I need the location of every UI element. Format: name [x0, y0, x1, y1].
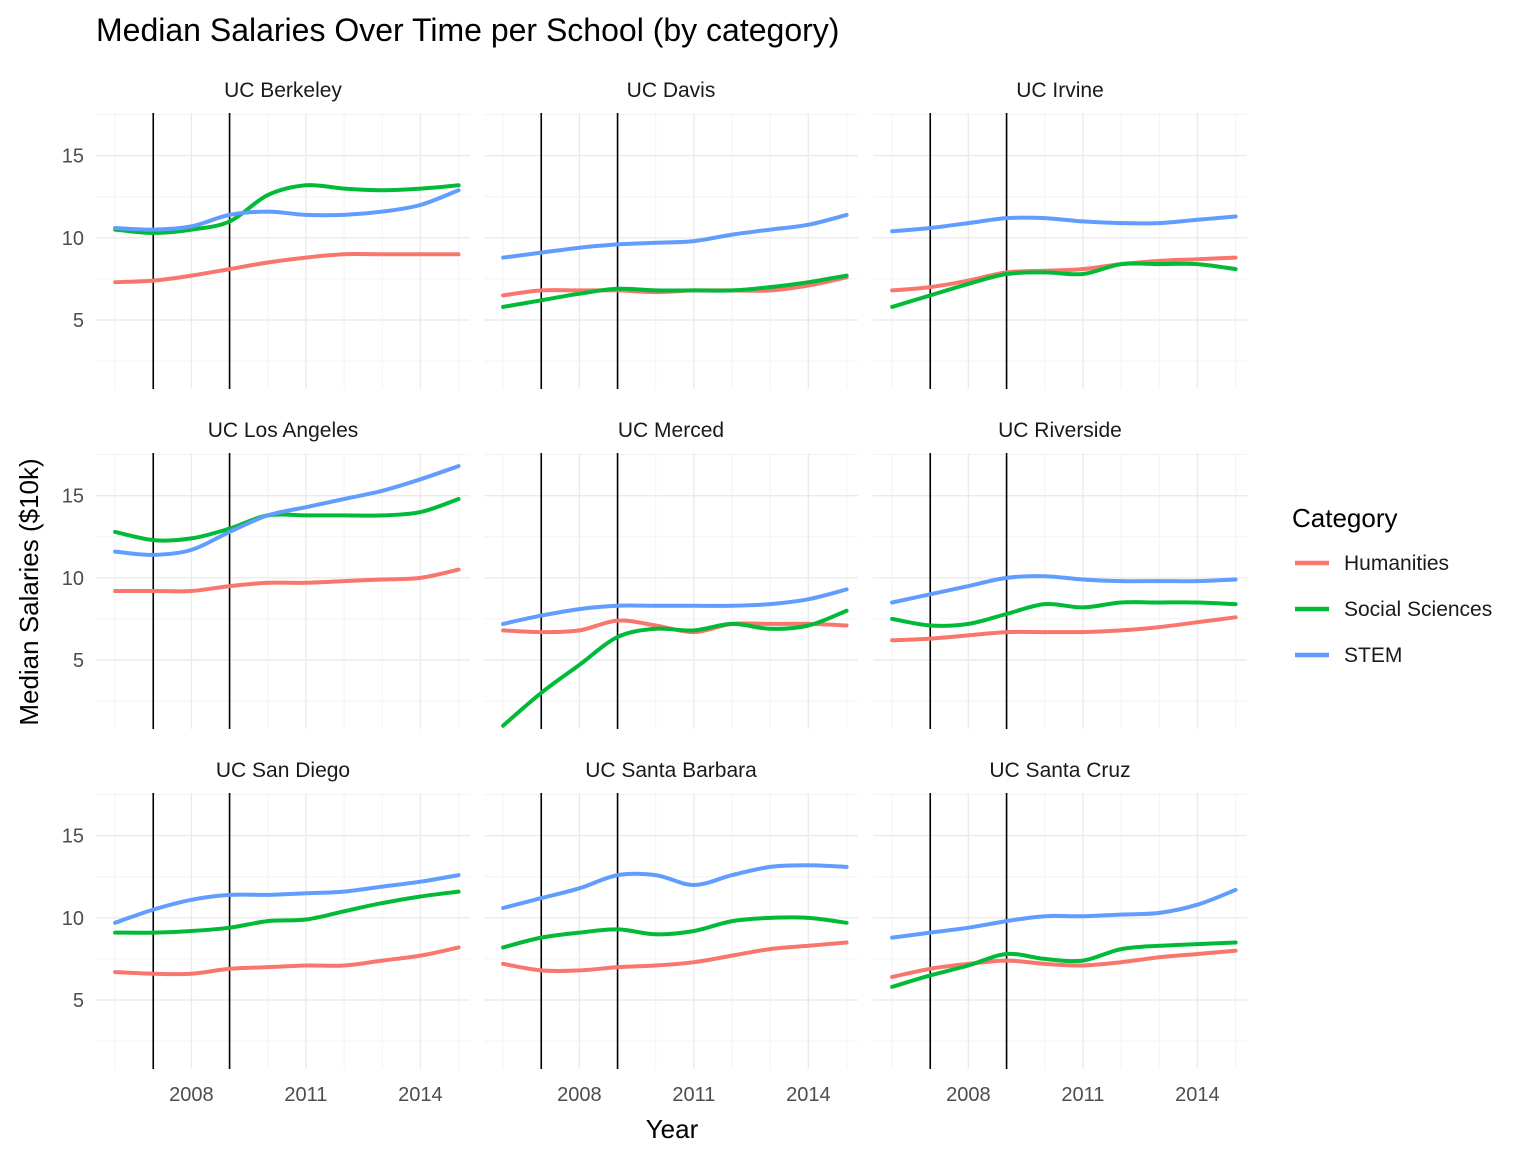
- series-line-uc-santa-barbara-humanities: [501, 940, 849, 974]
- series-line-uc-davis-humanities: [501, 275, 849, 298]
- legend-item-humanities: Humanities: [1295, 552, 1449, 575]
- x-tick-label: 2014: [786, 1084, 831, 1106]
- y-tick-label: 5: [73, 990, 84, 1012]
- panel-uc-santa-barbara: UC Santa Barbara 2008 2011 2014: [484, 759, 858, 1106]
- y-tick-label: 5: [73, 650, 84, 672]
- x-tick-label: 2008: [169, 1084, 214, 1106]
- panel-title-uc-merced: UC Merced: [618, 419, 724, 442]
- legend-item-social-sciences: Social Sciences: [1295, 598, 1492, 621]
- series-line-uc-merced-social-sciences: [501, 608, 849, 728]
- legend-item-stem: STEM: [1295, 644, 1402, 667]
- series-line-uc-irvine-stem: [890, 214, 1238, 234]
- series-line-uc-irvine-humanities: [890, 255, 1238, 293]
- series-line-uc-santa-cruz-humanities: [890, 948, 1238, 979]
- series-line-uc-berkeley-social-sciences: [113, 183, 461, 235]
- legend: Category Humanities Social Sciences STEM: [1292, 503, 1492, 667]
- x-tick-label: 2008: [557, 1084, 602, 1106]
- panel-title-uc-san-diego: UC San Diego: [216, 759, 350, 782]
- panel-uc-irvine: UC Irvine: [873, 79, 1247, 389]
- series-line-uc-santa-cruz-stem: [890, 887, 1238, 940]
- y-tick-label: 15: [62, 826, 84, 848]
- series-line-uc-irvine-social-sciences: [890, 261, 1238, 309]
- y-tick-label: 10: [62, 228, 84, 250]
- series-line-uc-san-diego-humanities: [113, 945, 461, 977]
- y-tick-label: 10: [62, 568, 84, 590]
- panel-uc-davis: UC Davis: [484, 79, 858, 389]
- x-tick-label: 2011: [284, 1084, 327, 1106]
- chart-title: Median Salaries Over Time per School (by…: [96, 12, 839, 48]
- panel-title-uc-riverside: UC Riverside: [998, 419, 1122, 442]
- y-tick-label: 15: [62, 146, 84, 168]
- x-axis-title: Year: [646, 1114, 699, 1144]
- series-line-uc-santa-cruz-social-sciences: [890, 940, 1238, 989]
- x-tick-label: 2014: [398, 1084, 443, 1106]
- panel-uc-merced: UC Merced: [484, 419, 858, 729]
- y-tick-label: 10: [62, 908, 84, 930]
- series-line-uc-berkeley-humanities: [113, 252, 461, 285]
- y-tick-label: 5: [73, 310, 84, 332]
- series-line-uc-davis-social-sciences: [501, 273, 849, 309]
- y-tick-label: 15: [62, 486, 84, 508]
- series-line-uc-santa-barbara-stem: [501, 863, 849, 910]
- panel-title-uc-irvine: UC Irvine: [1016, 79, 1104, 102]
- legend-label-stem: STEM: [1344, 644, 1402, 667]
- series-line-uc-riverside-social-sciences: [890, 600, 1238, 628]
- panel-uc-riverside: UC Riverside: [873, 419, 1247, 729]
- series-line-uc-riverside-humanities: [890, 615, 1238, 643]
- panel-uc-berkeley: UC Berkeley 5 10 15: [62, 79, 470, 389]
- series-line-uc-los-angeles-humanities: [113, 567, 461, 594]
- series-line-uc-riverside-stem: [890, 574, 1238, 605]
- panel-title-uc-los-angeles: UC Los Angeles: [208, 419, 359, 442]
- panel-title-uc-santa-cruz: UC Santa Cruz: [989, 759, 1130, 782]
- series-line-uc-davis-stem: [501, 212, 849, 260]
- panel-uc-santa-cruz: UC Santa Cruz 2008 2011 2014: [873, 759, 1247, 1106]
- panel-title-uc-santa-barbara: UC Santa Barbara: [585, 759, 757, 782]
- series-line-uc-santa-barbara-social-sciences: [501, 915, 849, 950]
- panel-title-uc-davis: UC Davis: [627, 79, 716, 102]
- series-line-uc-berkeley-stem: [113, 188, 461, 232]
- series-line-uc-san-diego-stem: [113, 873, 461, 925]
- panel-title-uc-berkeley: UC Berkeley: [224, 79, 342, 102]
- legend-label-social-sciences: Social Sciences: [1344, 598, 1492, 621]
- series-line-uc-merced-stem: [501, 587, 849, 626]
- series-line-uc-san-diego-social-sciences: [113, 889, 461, 935]
- y-axis-title: Median Salaries ($10k): [14, 458, 44, 725]
- legend-label-humanities: Humanities: [1344, 552, 1449, 575]
- x-tick-label: 2008: [946, 1084, 991, 1106]
- x-tick-label: 2014: [1175, 1084, 1220, 1106]
- panel-uc-san-diego: UC San Diego 5 10 15 2008 2011 2014: [62, 759, 470, 1106]
- facet-panels: UC Berkeley 5 10 15 UC Davis UC Irvine UC Los …: [62, 79, 1247, 1106]
- legend-title: Category: [1292, 503, 1398, 533]
- x-tick-label: 2011: [1061, 1084, 1104, 1106]
- series-line-uc-los-angeles-social-sciences: [113, 497, 461, 543]
- panel-uc-los-angeles: UC Los Angeles 5 10 15: [62, 419, 470, 729]
- series-line-uc-los-angeles-stem: [113, 464, 461, 557]
- x-tick-label: 2011: [672, 1084, 715, 1106]
